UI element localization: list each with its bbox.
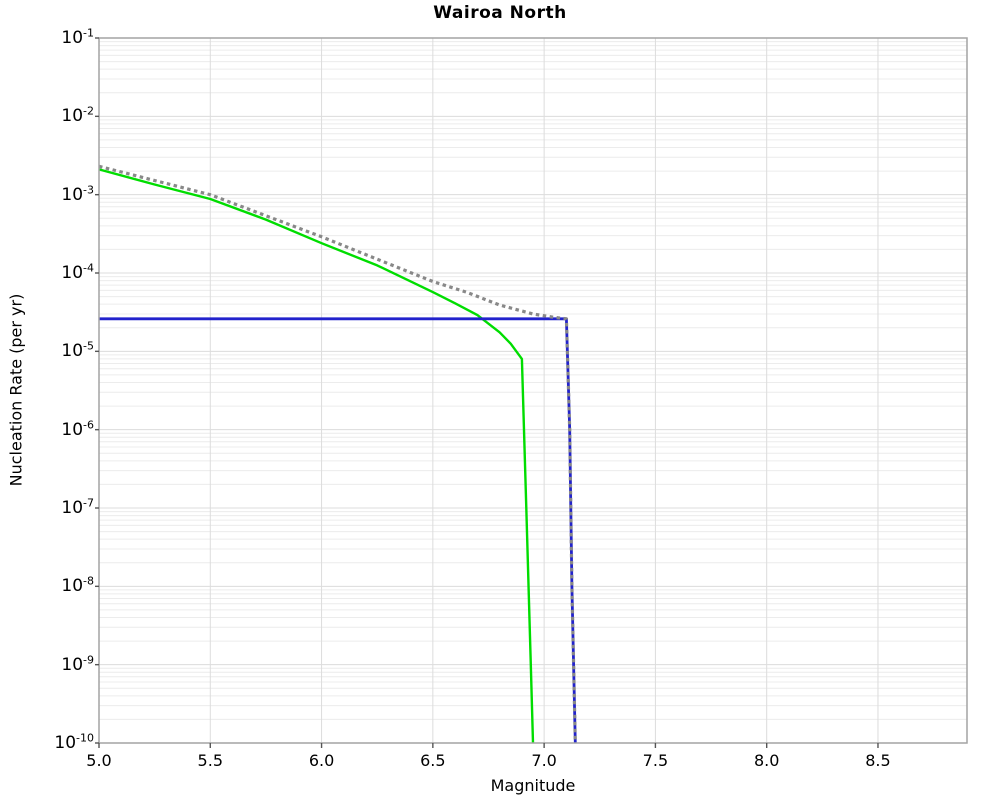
x-tick-label: 6.0 bbox=[308, 751, 335, 770]
chart-title: Wairoa North bbox=[433, 3, 567, 23]
x-tick-label: 5.5 bbox=[197, 751, 223, 770]
x-tick-label: 6.5 bbox=[420, 751, 446, 770]
x-tick-label: 8.0 bbox=[753, 751, 780, 770]
y-tick-label: 10-9 bbox=[61, 653, 94, 675]
x-tick-label: 8.5 bbox=[865, 751, 891, 770]
y-tick-label: 10-4 bbox=[61, 261, 94, 283]
x-tick-label: 7.5 bbox=[642, 751, 669, 770]
y-tick-label: 10-2 bbox=[61, 104, 94, 127]
gray-dotted-curve bbox=[98, 164, 577, 744]
x-tick-label: 5.0 bbox=[86, 751, 112, 770]
y-tick-label: 10-1 bbox=[61, 26, 94, 48]
plot-frame bbox=[98, 37, 968, 744]
y-tick-label: 10-7 bbox=[61, 496, 94, 518]
y-tick-label: 10-5 bbox=[61, 339, 94, 362]
y-tick-label: 10-6 bbox=[61, 418, 94, 440]
y-tick-label: 10-3 bbox=[61, 183, 94, 205]
y-tick-label: 10-8 bbox=[61, 574, 94, 597]
green-solid-curve bbox=[98, 168, 535, 744]
x-axis-title: Magnitude bbox=[490, 776, 576, 795]
x-tick-label: 7.0 bbox=[531, 751, 557, 770]
y-tick-label: 10-10 bbox=[54, 731, 94, 753]
